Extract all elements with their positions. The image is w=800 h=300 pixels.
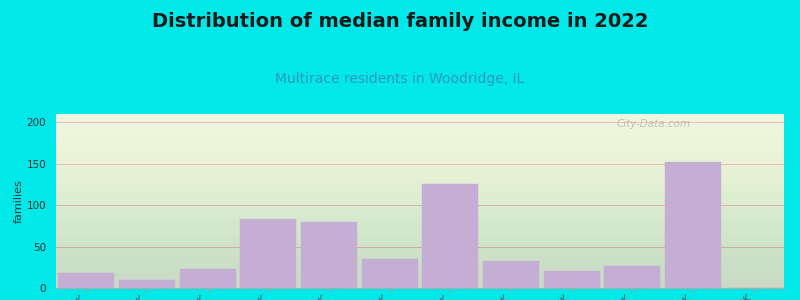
- Bar: [301, 222, 357, 288]
- Text: Distribution of median family income in 2022: Distribution of median family income in …: [152, 12, 648, 31]
- Bar: [605, 266, 660, 288]
- Text: Multirace residents in Woodridge, IL: Multirace residents in Woodridge, IL: [275, 72, 525, 86]
- Bar: [422, 184, 478, 288]
- Bar: [483, 261, 539, 288]
- Bar: [58, 273, 114, 288]
- Bar: [544, 272, 599, 288]
- Bar: [665, 162, 721, 288]
- Y-axis label: families: families: [14, 179, 24, 223]
- Text: City-Data.com: City-Data.com: [617, 119, 690, 129]
- Bar: [362, 259, 418, 288]
- Bar: [180, 269, 235, 288]
- Bar: [241, 219, 296, 288]
- Bar: [119, 280, 175, 288]
